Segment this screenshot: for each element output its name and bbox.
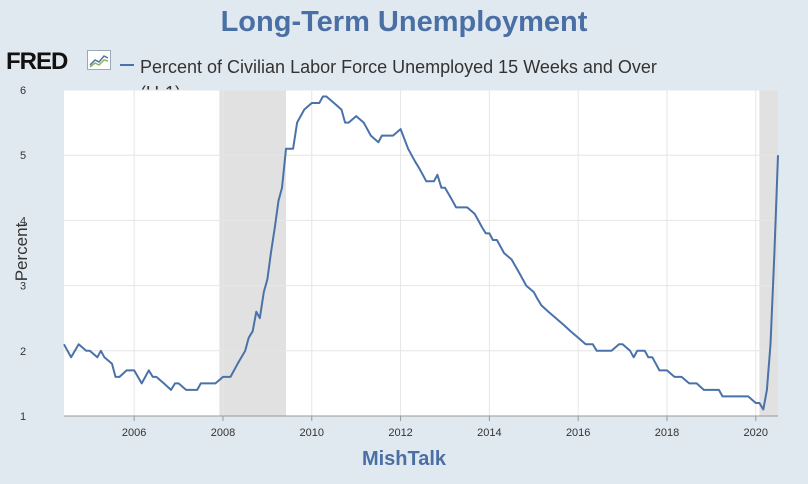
fred-logo: FRED: [6, 48, 68, 75]
recession-shading: [219, 90, 287, 416]
x-tick-label: 2016: [566, 427, 590, 439]
series-line: [63, 95, 779, 411]
x-tick-label: 2010: [300, 427, 324, 439]
recession-shading: [759, 90, 778, 416]
footer-credit: MishTalk: [361, 448, 447, 470]
chart-title: Long-Term Unemployment: [220, 6, 588, 38]
x-tick-label: 2018: [655, 427, 679, 439]
y-tick-label: 5: [20, 150, 26, 162]
y-tick-label: 3: [20, 281, 26, 293]
y-tick-label: 1: [20, 411, 26, 423]
x-tick-label: 2020: [744, 427, 768, 439]
legend-line-swatch: [120, 64, 134, 66]
y-tick-label: 6: [20, 85, 26, 97]
plot-background: [64, 90, 778, 416]
x-tick-label: 2012: [388, 427, 412, 439]
y-tick-label: 2: [20, 346, 26, 358]
y-tick-label: 4: [20, 215, 26, 227]
x-tick-label: 2014: [477, 427, 501, 439]
x-tick-label: 2006: [122, 427, 146, 439]
fred-graph-icon: [87, 50, 111, 70]
x-tick-label: 2008: [211, 427, 235, 439]
